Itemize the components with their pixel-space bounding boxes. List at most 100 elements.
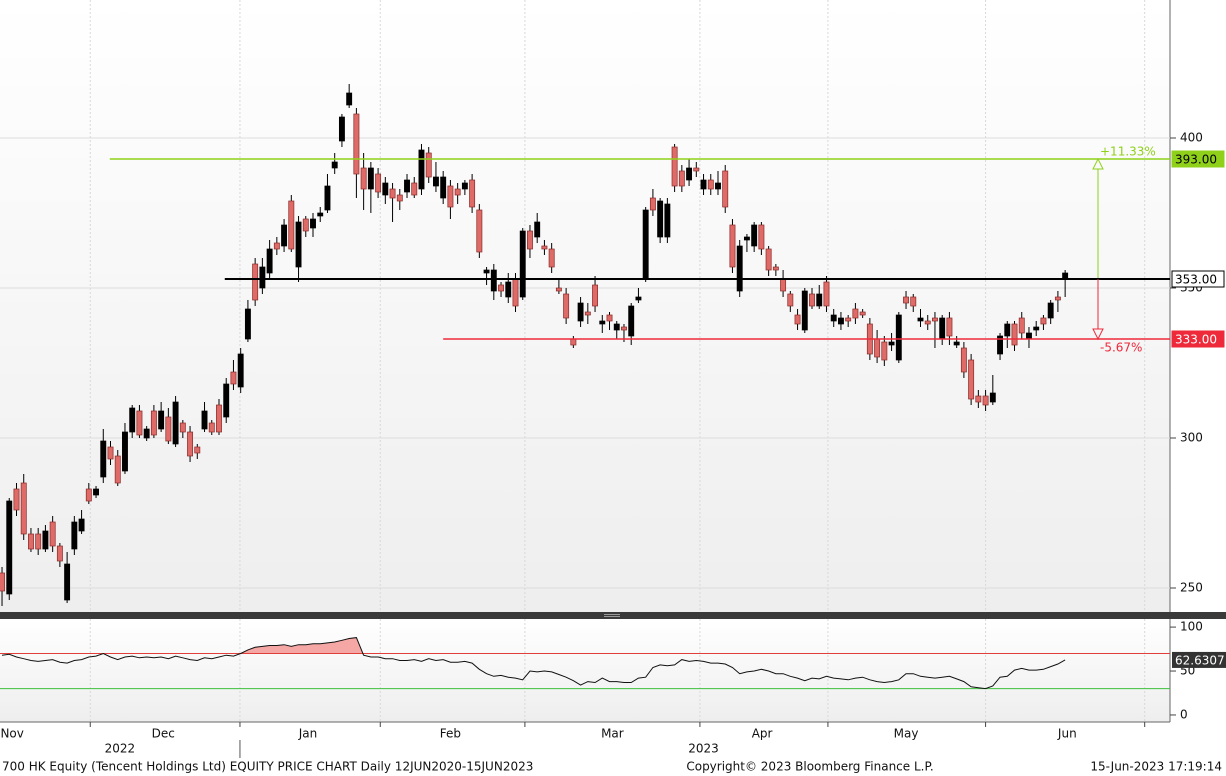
candle-body — [548, 248, 555, 268]
arrow-head — [1092, 157, 1104, 170]
candle-body — [628, 305, 635, 337]
candle-body — [172, 401, 179, 445]
candle-body — [216, 404, 222, 433]
candle-body — [621, 326, 627, 331]
y-tick-label: 250 — [1180, 581, 1203, 595]
candle-body — [447, 185, 454, 208]
candle-body — [71, 521, 78, 550]
candle-body — [888, 341, 895, 346]
candle-body — [35, 533, 42, 550]
candle-body — [432, 176, 439, 187]
level-label: 393.00 — [1175, 153, 1217, 167]
candle-body — [512, 278, 519, 307]
candle-body — [577, 302, 584, 322]
candle-body — [924, 320, 931, 325]
candle-body — [729, 224, 736, 268]
panel-separator — [0, 612, 1226, 619]
candle-body — [570, 338, 577, 346]
candle-body — [28, 533, 34, 550]
candle-body — [1033, 326, 1040, 331]
candle-body — [758, 224, 765, 250]
year-label: 2022 — [105, 742, 136, 756]
candle-body — [534, 221, 541, 238]
candle-body — [584, 311, 591, 316]
candle-body — [823, 281, 830, 307]
candle-body — [772, 266, 779, 271]
candle-body — [179, 422, 186, 433]
candle-body — [1040, 317, 1047, 325]
candle-body — [346, 92, 353, 106]
candle-body — [903, 296, 909, 304]
candle-body — [281, 224, 288, 247]
candle-body — [837, 317, 844, 325]
candle-body — [953, 341, 960, 346]
candle-body — [830, 314, 837, 322]
candle-body — [122, 431, 128, 472]
candle-body — [563, 293, 570, 319]
y-tick-label: 0 — [1180, 707, 1188, 721]
candle-body — [411, 182, 418, 196]
candle-body — [541, 245, 548, 250]
candle-body — [932, 317, 938, 322]
candle-body — [939, 317, 946, 340]
candle-body — [273, 242, 280, 250]
change-annotation: +11.33% — [1100, 145, 1156, 159]
candle-body — [1011, 323, 1018, 346]
candle-body — [960, 347, 967, 373]
candle-body — [816, 293, 823, 307]
candle-body — [606, 314, 613, 322]
candle-body — [223, 383, 230, 418]
candle-body — [396, 194, 403, 202]
last-value-box — [1172, 651, 1226, 668]
level-label-box — [1171, 150, 1225, 168]
candle-body — [418, 149, 425, 190]
candle-body — [743, 236, 750, 241]
candle-body — [252, 263, 259, 301]
candle-body — [85, 488, 92, 502]
candle-body — [975, 395, 982, 403]
candle-body — [187, 431, 194, 457]
candle-body — [657, 200, 664, 238]
candle-body — [143, 428, 150, 439]
candle-body — [917, 317, 924, 322]
candle-body — [6, 500, 13, 595]
candle-body — [331, 161, 338, 169]
arrow-head — [1092, 328, 1104, 341]
candle-body — [476, 209, 483, 253]
candle-body — [454, 188, 461, 196]
candle-body — [490, 269, 497, 292]
candle-body — [382, 182, 389, 196]
month-label: May — [894, 727, 919, 741]
candle-body — [794, 314, 801, 325]
candle-body — [707, 179, 714, 190]
y-tick-label: 100 — [1180, 620, 1203, 634]
candle-body — [881, 341, 888, 361]
month-label: Jun — [1057, 727, 1077, 741]
candle-body — [649, 197, 656, 211]
candle-body — [895, 314, 902, 361]
candle-body — [288, 200, 295, 250]
candle-body — [404, 179, 410, 193]
candle-body — [201, 410, 208, 430]
candle-body — [519, 230, 526, 298]
candle-body — [968, 359, 975, 400]
candle-body — [483, 269, 490, 274]
month-label: Mar — [601, 727, 624, 741]
candle-body — [505, 281, 512, 298]
candle-body — [469, 179, 476, 208]
candle-body — [259, 266, 266, 289]
candle-body — [49, 521, 56, 547]
candle-body — [360, 167, 367, 190]
y-tick-label: 300 — [1180, 431, 1203, 445]
band-fill — [240, 637, 363, 654]
candle-body — [353, 113, 360, 175]
candle-body — [317, 212, 324, 217]
candle-body — [722, 170, 729, 208]
month-label: Dec — [152, 727, 175, 741]
month-label: Nov — [0, 727, 23, 741]
candle-body — [0, 572, 5, 592]
footer-left: 700 HK Equity (Tencent Holdings Ltd) EQU… — [2, 760, 533, 774]
candle-body — [237, 353, 244, 388]
candle-body — [295, 221, 302, 268]
